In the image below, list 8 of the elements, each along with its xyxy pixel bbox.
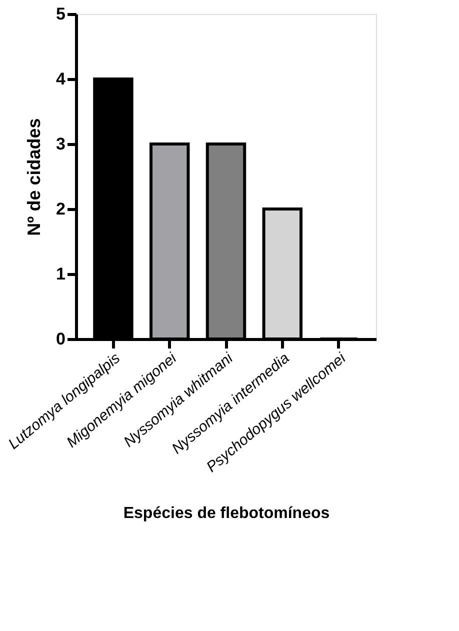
y-tick-label: 5 [56,4,66,24]
y-tick-label: 4 [56,70,66,88]
y-tick-label: 2 [56,200,66,218]
y-tick-label: 3 [56,134,66,154]
y-tick-label: 0 [56,330,66,348]
y-axis-title: Nº de cidades [24,118,44,236]
y-tick-label: 1 [56,264,66,284]
x-axis-title: Espécies de flebotomíneos [123,505,330,522]
